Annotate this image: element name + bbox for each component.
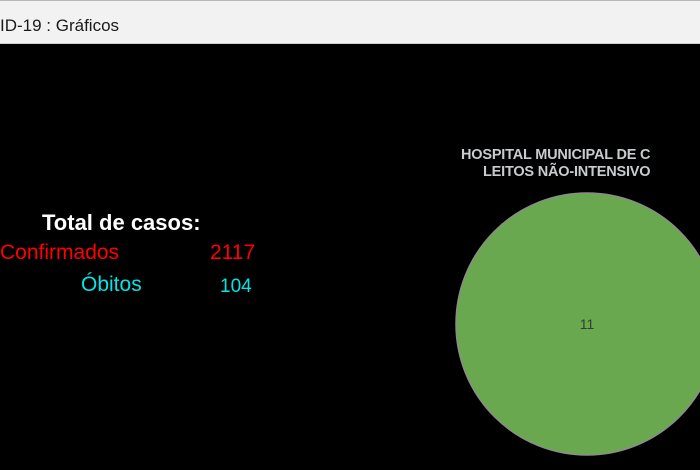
pie-slice-label: 11 [580, 316, 595, 332]
deaths-value: 104 [220, 276, 252, 297]
deaths-label: Óbitos [81, 273, 142, 296]
pie-slice[interactable] [455, 192, 700, 456]
confirmed-value: 2117 [210, 241, 256, 264]
chart-title-line-2: LEITOS NÃO-INTENSIVO [483, 164, 651, 180]
chart-title-line-1: HOSPITAL MUNICIPAL DE C [461, 147, 651, 163]
dashboard-canvas: Total de casos: Confirmados 2117 Óbitos … [0, 44, 700, 470]
window-title-bar: ID-19 : Gráficos [0, 0, 700, 44]
confirmed-label: Confirmados [0, 241, 120, 264]
totals-heading: Total de casos: [42, 210, 201, 235]
window-title: ID-19 : Gráficos [0, 16, 120, 35]
chart-title: HOSPITAL MUNICIPAL DE C LEITOS NÃO-INTEN… [461, 147, 700, 181]
pie-chart: 11 [455, 192, 700, 456]
